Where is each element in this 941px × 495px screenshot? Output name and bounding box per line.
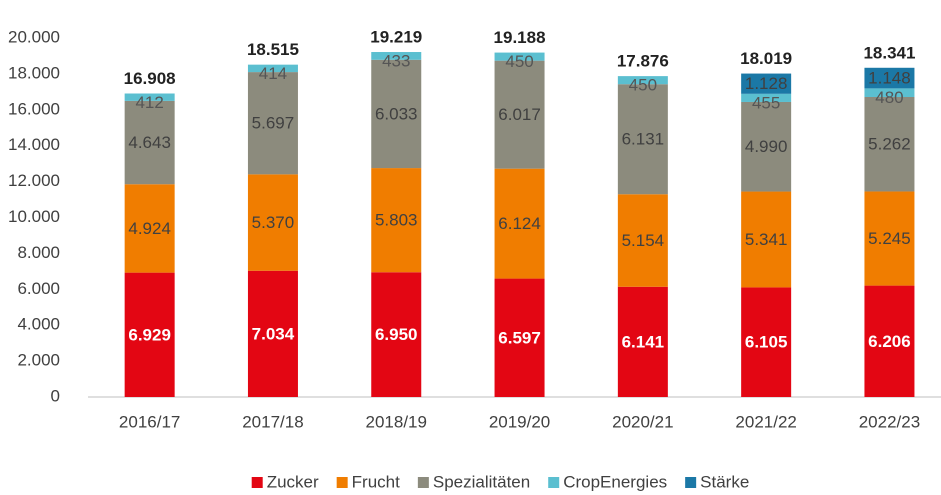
legend-swatch (685, 477, 697, 488)
bar-segment (617, 194, 668, 287)
total-label: 19.188 (494, 28, 546, 47)
y-tick-label: 8.000 (17, 243, 60, 262)
bar-segment (617, 84, 668, 195)
y-tick-label: 18.000 (8, 63, 60, 82)
bar-segment (247, 174, 298, 271)
bar-segment (494, 60, 545, 169)
data-label: 480 (875, 88, 903, 107)
data-label: 4.990 (745, 137, 788, 156)
total-label: 16.908 (124, 69, 176, 88)
bar-segment (247, 72, 298, 175)
y-tick-label: 20.000 (8, 27, 60, 46)
data-label: 450 (629, 76, 657, 95)
bar-segment (741, 93, 792, 102)
data-label: 412 (135, 93, 163, 112)
legend-swatch (336, 477, 348, 488)
data-label: 450 (505, 52, 533, 71)
x-tick-label: 2018/19 (366, 412, 427, 431)
legend-label: Zucker (267, 472, 319, 491)
data-label: 433 (382, 52, 410, 71)
data-label: 4.924 (128, 219, 171, 238)
bar-segment (617, 286, 668, 397)
bar-segment (124, 272, 175, 397)
bar-segment (124, 100, 175, 185)
y-tick-label: 6.000 (17, 279, 60, 298)
bar-segment (247, 64, 298, 73)
data-label: 7.034 (252, 324, 295, 343)
total-label: 18.515 (247, 40, 299, 59)
x-tick-label: 2020/21 (612, 412, 673, 431)
data-label: 5.154 (622, 231, 665, 250)
data-label: 5.245 (868, 229, 911, 248)
data-label: 4.643 (128, 133, 171, 152)
data-label: 6.033 (375, 104, 418, 123)
bar-segment (494, 278, 545, 397)
data-label: 1.148 (868, 69, 911, 88)
bar-segment (617, 76, 668, 85)
data-label: 5.370 (252, 213, 295, 232)
total-label: 18.019 (740, 49, 792, 68)
data-label: 5.341 (745, 230, 788, 249)
bar-segment (494, 168, 545, 279)
bar-segment (371, 59, 422, 169)
data-label: 6.929 (128, 325, 171, 344)
bar-segment (124, 93, 175, 101)
x-tick-label: 2017/18 (242, 412, 303, 431)
x-tick-label: 2021/22 (735, 412, 796, 431)
bar-segment (494, 52, 545, 61)
y-tick-label: 4.000 (17, 315, 60, 334)
total-label: 18.341 (863, 43, 915, 62)
legend-label: CropEnergies (563, 472, 667, 491)
total-label: 17.876 (617, 52, 669, 71)
y-tick-label: 0 (51, 386, 60, 405)
data-label: 414 (259, 64, 287, 83)
data-label: 6.206 (868, 332, 911, 351)
bar-segment (864, 191, 915, 286)
y-tick-label: 16.000 (8, 99, 60, 118)
data-label: 5.262 (868, 135, 911, 154)
legend-swatch (251, 477, 263, 488)
data-label: 6.950 (375, 325, 418, 344)
x-tick-label: 2016/17 (119, 412, 180, 431)
x-tick-label: 2019/20 (489, 412, 550, 431)
y-tick-label: 14.000 (8, 135, 60, 154)
data-label: 1.128 (745, 74, 788, 93)
bar-segment (864, 67, 915, 89)
data-label: 6.141 (622, 332, 665, 351)
legend-swatch (417, 477, 429, 488)
legend-label: Stärke (700, 472, 749, 491)
y-tick-label: 2.000 (17, 351, 60, 370)
legend-swatch (548, 477, 560, 488)
legend-label: Frucht (352, 472, 400, 491)
bar-segment (371, 52, 422, 60)
data-label: 455 (752, 93, 780, 112)
total-label: 19.219 (370, 28, 422, 47)
data-label: 6.105 (745, 333, 788, 352)
bar-segment (741, 191, 792, 288)
x-tick-label: 2022/23 (859, 412, 920, 431)
y-tick-label: 10.000 (8, 207, 60, 226)
bar-segment (864, 97, 915, 192)
bar-segment (864, 285, 915, 397)
data-label: 6.017 (498, 105, 541, 124)
data-label: 6.124 (498, 214, 541, 233)
data-label: 6.131 (622, 130, 665, 149)
bar-segment (371, 168, 422, 273)
data-label: 6.597 (498, 328, 541, 347)
data-label: 5.697 (252, 114, 295, 133)
bar-segment (741, 287, 792, 397)
bar-segment (741, 73, 792, 94)
bar-segment (864, 88, 915, 98)
y-tick-label: 12.000 (8, 171, 60, 190)
data-label: 5.803 (375, 211, 418, 230)
bar-segment (741, 101, 792, 192)
legend-label: Spezialitäten (433, 472, 530, 491)
bar-segment (371, 272, 422, 397)
bar-segment (247, 270, 298, 397)
bar-segment (124, 184, 175, 273)
